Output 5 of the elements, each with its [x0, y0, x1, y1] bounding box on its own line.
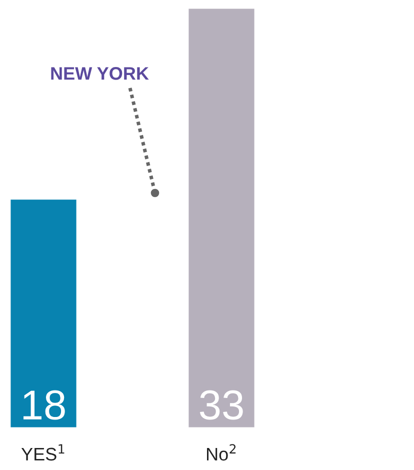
- data-label: 33: [200, 390, 243, 420]
- x-tick-label: No$^{2}$: [207, 444, 236, 461]
- annotation: NEW YORK: [51, 67, 149, 80]
- data-label: 18: [24, 390, 65, 420]
- x-tick-label: YES$^{1}$: [21, 444, 64, 461]
